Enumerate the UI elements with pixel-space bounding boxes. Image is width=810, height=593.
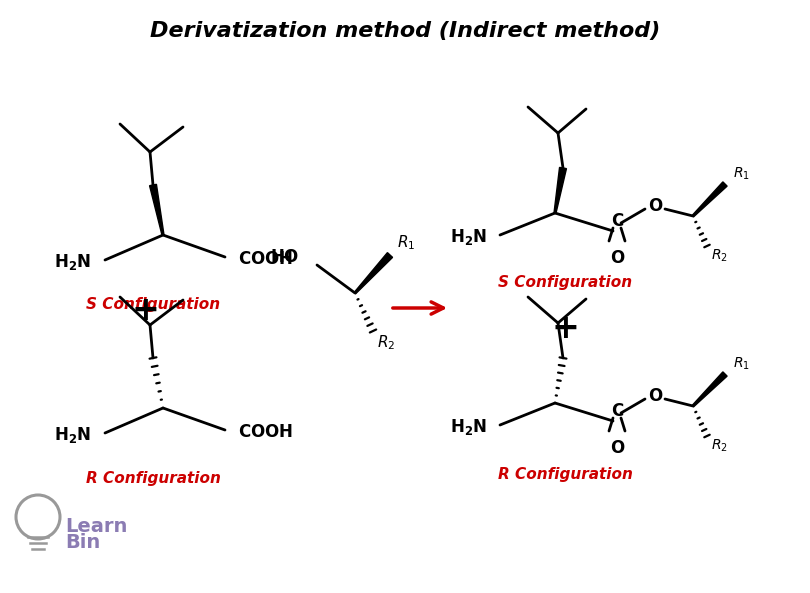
Polygon shape <box>693 372 727 407</box>
Text: Bin: Bin <box>65 534 100 553</box>
Text: O: O <box>648 197 662 215</box>
Text: $\bf{HO}$: $\bf{HO}$ <box>270 248 299 266</box>
Text: C: C <box>611 212 623 230</box>
Text: R Configuration: R Configuration <box>497 467 633 483</box>
Text: O: O <box>610 439 625 457</box>
Text: C: C <box>611 402 623 420</box>
Text: +: + <box>551 311 579 345</box>
Polygon shape <box>554 167 566 213</box>
Text: $\bf{H_2N}$: $\bf{H_2N}$ <box>54 425 91 445</box>
Polygon shape <box>693 182 727 216</box>
Text: $\bf{COOH}$: $\bf{COOH}$ <box>238 250 293 268</box>
Text: Derivatization method (Indirect method): Derivatization method (Indirect method) <box>150 21 660 41</box>
Text: $R_2$: $R_2$ <box>711 248 728 264</box>
Text: +: + <box>131 294 159 327</box>
Polygon shape <box>354 253 393 294</box>
Text: $R_2$: $R_2$ <box>377 334 395 352</box>
Text: R Configuration: R Configuration <box>86 470 220 486</box>
Text: S Configuration: S Configuration <box>86 298 220 313</box>
Text: $R_2$: $R_2$ <box>711 438 728 454</box>
Text: $\bf{COOH}$: $\bf{COOH}$ <box>238 423 293 441</box>
Text: O: O <box>610 249 625 267</box>
Text: $\bf{H_2N}$: $\bf{H_2N}$ <box>450 227 487 247</box>
Text: O: O <box>648 387 662 405</box>
Text: $R_1$: $R_1$ <box>733 356 750 372</box>
Text: $\bf{H_2N}$: $\bf{H_2N}$ <box>54 252 91 272</box>
Text: Learn: Learn <box>65 517 127 535</box>
Text: $R_1$: $R_1$ <box>733 166 750 182</box>
Polygon shape <box>150 184 164 235</box>
Text: $\bf{H_2N}$: $\bf{H_2N}$ <box>450 417 487 437</box>
Text: $R_1$: $R_1$ <box>397 234 416 253</box>
Text: S Configuration: S Configuration <box>498 276 632 291</box>
